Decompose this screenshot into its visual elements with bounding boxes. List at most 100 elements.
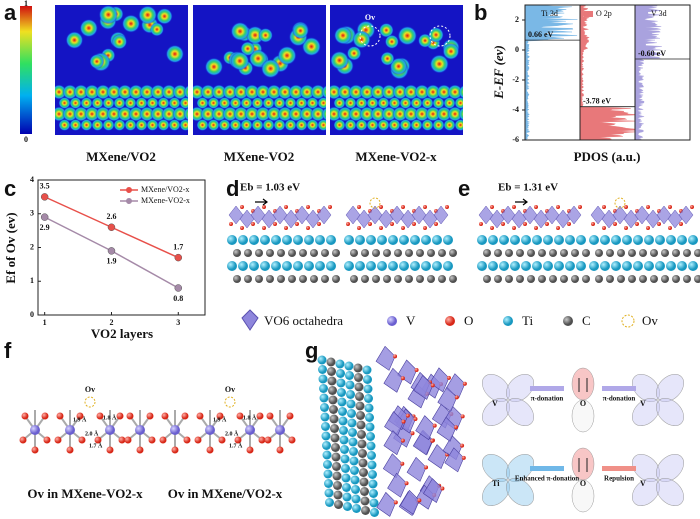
label: π-donation xyxy=(603,395,636,403)
c-atom xyxy=(321,275,329,283)
o-atom xyxy=(288,436,296,444)
c-atom xyxy=(358,449,367,458)
ti-atom xyxy=(325,498,334,507)
blob xyxy=(124,119,137,131)
point xyxy=(174,253,183,262)
c-atom xyxy=(672,249,680,257)
c-atom xyxy=(516,249,524,257)
c-atom xyxy=(299,275,307,283)
c-atom xyxy=(527,249,535,257)
label: Ov xyxy=(642,313,658,328)
ti-atom xyxy=(488,261,498,271)
octahedron xyxy=(678,205,694,225)
label: O xyxy=(464,313,473,328)
blob xyxy=(262,97,275,109)
o-atom xyxy=(306,205,310,209)
c-atom xyxy=(505,275,513,283)
blob xyxy=(399,97,412,109)
label: V xyxy=(640,399,646,408)
ti-atom xyxy=(340,454,350,464)
blob xyxy=(370,106,386,122)
label: Ef of Ov (ev) xyxy=(3,212,18,283)
blob xyxy=(89,53,105,69)
c-atom xyxy=(327,367,336,376)
ti-atom xyxy=(340,445,349,454)
blob xyxy=(370,84,386,100)
o-atom xyxy=(21,412,29,420)
octahedron xyxy=(612,205,628,225)
blob xyxy=(392,106,408,122)
blob xyxy=(284,119,297,131)
o-atom xyxy=(56,412,64,420)
ti-atom xyxy=(388,261,398,271)
ti-atom xyxy=(554,235,564,245)
c-atom xyxy=(505,249,513,257)
label: Eb = 1.03 eV xyxy=(240,182,300,194)
o-atom xyxy=(234,436,242,444)
blob xyxy=(436,106,452,122)
orbital-lobe xyxy=(656,374,684,402)
legend-marker xyxy=(126,198,132,204)
label: 3 xyxy=(30,209,34,218)
blob xyxy=(113,97,126,109)
legend-marker xyxy=(126,187,132,193)
blob xyxy=(65,31,84,49)
blob xyxy=(337,84,353,100)
blob xyxy=(230,21,250,41)
c-atom xyxy=(354,373,363,382)
ti-atom xyxy=(319,393,329,403)
blob xyxy=(222,106,238,122)
ti-atom xyxy=(352,504,361,513)
o-atom xyxy=(430,383,435,388)
c-atom xyxy=(355,401,365,411)
o-atom xyxy=(591,222,595,226)
octahedron xyxy=(444,447,465,473)
blob xyxy=(172,106,188,122)
octahedron xyxy=(383,430,404,456)
blob xyxy=(466,119,478,131)
dos-curve xyxy=(635,5,662,140)
ti-atom xyxy=(338,416,348,426)
o-atom xyxy=(276,446,284,454)
o-atom xyxy=(393,500,398,505)
blob xyxy=(204,57,224,77)
octahedron xyxy=(367,205,383,225)
c-atom xyxy=(353,363,363,373)
blob xyxy=(262,119,275,131)
point xyxy=(40,213,49,221)
dos-curve xyxy=(580,5,635,140)
blob xyxy=(196,97,209,109)
blob xyxy=(98,5,118,25)
o-atom xyxy=(106,446,114,454)
o-atom xyxy=(256,412,264,420)
ti-atom xyxy=(499,261,509,271)
ti-atom xyxy=(344,361,354,371)
octahedron xyxy=(433,205,449,225)
label: a xyxy=(4,0,17,25)
ti-atom xyxy=(488,235,498,245)
ti-atom xyxy=(347,418,357,428)
label: VO2 layers xyxy=(91,326,153,341)
blob xyxy=(106,84,122,100)
octahedron xyxy=(316,205,332,225)
blob xyxy=(288,106,304,122)
c-atom xyxy=(449,249,457,257)
ti-atom xyxy=(369,498,379,508)
ti-atom xyxy=(227,235,237,245)
c-atom xyxy=(359,477,369,487)
label: C xyxy=(582,313,591,328)
label: MXene-VO2-x xyxy=(355,149,437,164)
o-atom xyxy=(440,486,445,491)
blob xyxy=(183,85,188,99)
blob xyxy=(146,119,159,131)
blob xyxy=(121,14,141,33)
blob xyxy=(95,106,111,122)
c-atom xyxy=(331,452,341,462)
label: Ti 3d xyxy=(541,9,558,18)
ti-atom xyxy=(355,235,365,245)
o-atom xyxy=(258,436,266,444)
octahedron xyxy=(294,205,310,225)
c-atom xyxy=(394,275,402,283)
blob xyxy=(157,119,170,131)
blob xyxy=(156,8,173,25)
